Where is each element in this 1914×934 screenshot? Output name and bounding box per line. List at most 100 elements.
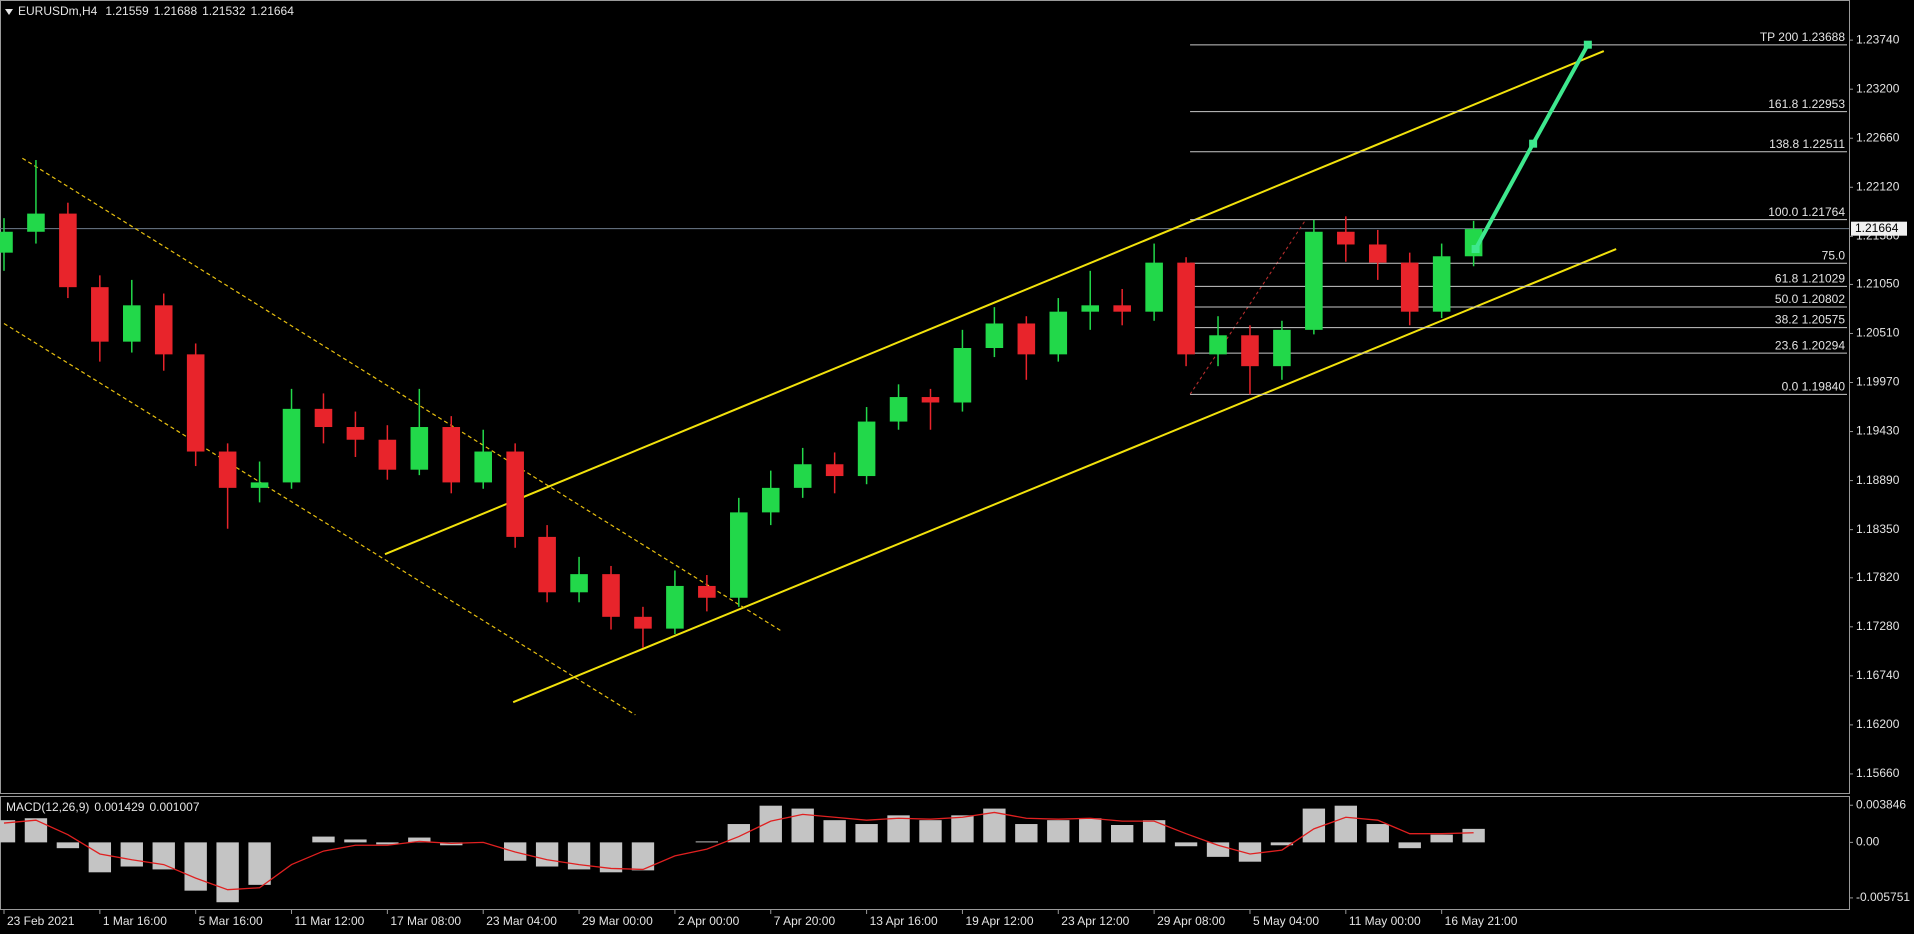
macd-bar xyxy=(312,836,335,843)
x-tick-label: 23 Mar 04:00 xyxy=(486,914,557,928)
candle-body xyxy=(123,305,141,342)
x-tick-label: 2 Apr 00:00 xyxy=(678,914,740,928)
macd-y-tick-label: -0.005751 xyxy=(1856,890,1910,904)
x-tick-label: 13 Apr 16:00 xyxy=(870,914,938,928)
x-tick-label: 1 Mar 16:00 xyxy=(103,914,167,928)
y-tick-label: 1.19970 xyxy=(1856,375,1900,389)
trendline xyxy=(22,157,783,632)
candle-body xyxy=(442,427,461,483)
candle-body xyxy=(538,536,556,593)
x-tick-label: 7 Apr 20:00 xyxy=(774,914,836,928)
macd-bar xyxy=(951,815,974,843)
candle-body xyxy=(825,464,844,477)
macd-bar xyxy=(1366,824,1389,843)
candle-body xyxy=(1177,262,1195,355)
y-tick-label: 1.19430 xyxy=(1856,424,1900,438)
y-tick-label: 1.23740 xyxy=(1856,32,1900,46)
x-tick-label: 16 May 21:00 xyxy=(1445,914,1518,928)
candle-body xyxy=(506,451,524,537)
macd-bar xyxy=(0,820,16,843)
candle-body xyxy=(889,397,908,422)
x-tick-label: 29 Mar 00:00 xyxy=(582,914,653,928)
macd-bar xyxy=(88,842,112,873)
macd-bar xyxy=(376,842,399,845)
candle-body xyxy=(1017,323,1036,355)
macd-bar xyxy=(408,837,431,843)
candle-body xyxy=(1273,329,1291,367)
candle-body xyxy=(91,287,109,342)
candle-body xyxy=(602,574,620,617)
candle-body xyxy=(410,427,429,470)
x-tick-label: 19 Apr 12:00 xyxy=(965,914,1033,928)
y-tick-label: 1.20510 xyxy=(1856,326,1900,340)
quote-close: 1.21664 xyxy=(251,4,295,18)
macd-bar xyxy=(919,820,942,843)
macd-bar xyxy=(120,842,143,867)
macd-bar xyxy=(759,805,782,843)
macd-bar xyxy=(248,842,271,885)
macd-bar xyxy=(1270,842,1294,846)
candle-body xyxy=(474,451,493,483)
macd-bar xyxy=(1430,834,1453,843)
candle-body xyxy=(730,512,748,598)
candle-body xyxy=(154,305,173,355)
collapse-icon[interactable] xyxy=(5,9,13,15)
trendline xyxy=(384,50,1605,556)
candle-body xyxy=(1305,231,1323,330)
macd-bar xyxy=(344,839,367,843)
fib-level-label: 161.8 1.22953 xyxy=(1768,97,1845,111)
macd-bar xyxy=(983,808,1006,843)
x-tick-label: 23 Feb 2021 xyxy=(7,914,75,928)
y-tick-label: 1.15660 xyxy=(1856,766,1900,780)
y-tick-label: 1.17280 xyxy=(1856,619,1900,633)
macd-bar xyxy=(791,808,814,843)
macd-bar xyxy=(1334,805,1357,843)
macd-title: MACD(12,26,9) xyxy=(6,800,89,814)
candle-body xyxy=(314,408,333,428)
fib-level-label: 0.0 1.19840 xyxy=(1782,379,1846,393)
candle-body xyxy=(346,427,365,440)
price-panel-frame xyxy=(0,0,1850,794)
macd-bar xyxy=(24,818,48,843)
candle-body xyxy=(985,323,1004,349)
x-tick-label: 5 May 04:00 xyxy=(1253,914,1319,928)
candle-body xyxy=(1209,335,1227,355)
macd-bar xyxy=(1398,842,1421,849)
symbol: EURUSDm,H4 xyxy=(18,4,98,18)
macd-bar xyxy=(887,815,910,843)
macd-bar xyxy=(1047,820,1070,843)
candle-body xyxy=(218,451,237,488)
projection-point xyxy=(1583,40,1592,49)
candle-body xyxy=(59,213,77,288)
macd-signal xyxy=(3,811,1474,891)
y-tick-label: 1.16740 xyxy=(1856,668,1900,682)
macd-bar xyxy=(567,842,591,870)
quote-low: 1.21532 xyxy=(202,4,246,18)
macd-y-tick-label: 0.00 xyxy=(1856,835,1880,849)
projection-point xyxy=(1529,139,1538,148)
quote-high: 1.21688 xyxy=(154,4,198,18)
macd-bar xyxy=(1110,825,1134,843)
x-tick-label: 5 Mar 16:00 xyxy=(199,914,263,928)
candle-body xyxy=(186,354,205,452)
macd-bar xyxy=(1302,808,1326,843)
candle-body xyxy=(1241,335,1259,367)
candle-body xyxy=(1368,244,1387,263)
candle-body xyxy=(698,585,716,598)
candle-body xyxy=(634,616,652,629)
candle-body xyxy=(282,408,301,483)
macd-bar xyxy=(599,842,623,873)
macd-bar xyxy=(184,842,207,891)
macd-bar xyxy=(56,842,80,849)
trendline xyxy=(3,322,636,716)
macd-panel-frame xyxy=(0,796,1850,910)
x-tick-label: 11 May 00:00 xyxy=(1349,914,1421,928)
trendline xyxy=(512,248,1617,704)
macd-bar xyxy=(216,842,239,903)
macd-bar xyxy=(1238,842,1262,862)
y-tick-label: 1.18350 xyxy=(1856,522,1900,536)
candle-body xyxy=(921,397,940,403)
macd-header: MACD(12,26,9) 0.001429 0.001007 xyxy=(6,800,200,814)
